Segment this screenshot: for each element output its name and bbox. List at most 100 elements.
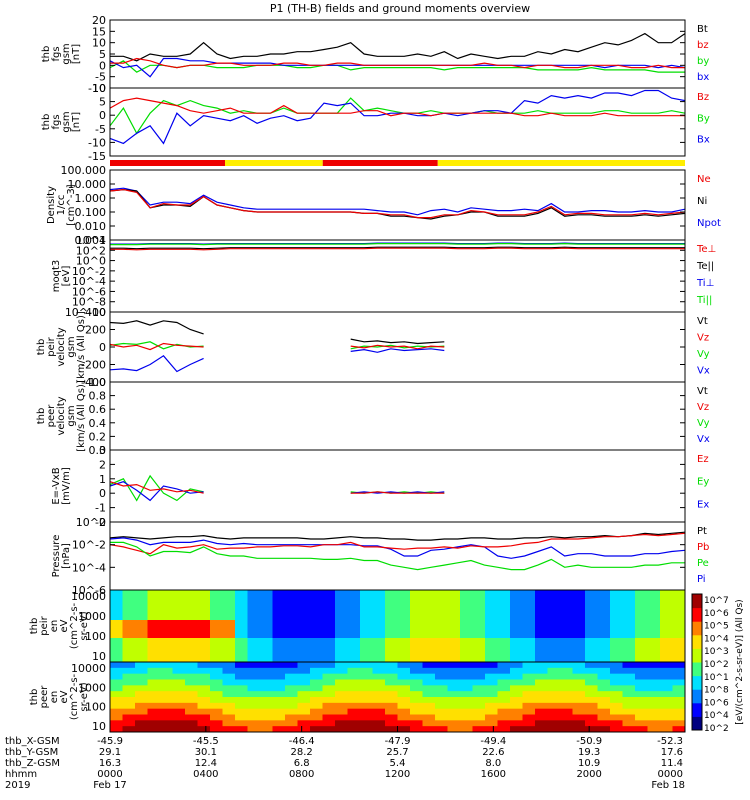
spectrogram-cell xyxy=(197,691,211,698)
spectrogram-cell xyxy=(522,596,536,603)
spectrogram-cell xyxy=(285,620,298,627)
spectrogram-cell xyxy=(485,714,498,721)
spectrogram-cell xyxy=(422,614,436,621)
spectrogram-cell xyxy=(635,726,648,733)
spectrogram-cell xyxy=(135,714,148,721)
spectrogram-cell xyxy=(297,697,311,704)
ylabel-line: [nT] xyxy=(71,112,82,132)
xaxis-row-value: 1600 xyxy=(481,769,506,780)
spectrogram-cell xyxy=(260,626,273,633)
xaxis-row-value: 12.4 xyxy=(195,758,217,769)
spectrogram-cell xyxy=(547,608,561,615)
spectrogram-cell xyxy=(160,656,173,663)
spectrogram-cell xyxy=(385,726,398,733)
spectrogram-cell xyxy=(472,714,486,721)
spectrogram-cell xyxy=(635,626,648,633)
spectrogram-cell xyxy=(622,708,636,715)
spectrogram-cell xyxy=(597,679,611,686)
spectrogram-cell xyxy=(547,662,561,669)
spectrogram-cell xyxy=(360,702,373,710)
spectrogram-cell xyxy=(260,620,273,627)
ylabel-line: [cm^-3] xyxy=(66,184,77,225)
spectrogram-cell xyxy=(610,673,623,680)
legend-Vz: Vz xyxy=(697,402,709,413)
spectrogram-cell xyxy=(385,714,398,721)
spectrogram-cell xyxy=(210,644,223,651)
spectrogram-cell xyxy=(172,697,186,704)
spectrogram-cell xyxy=(372,632,386,639)
spectrogram-cell xyxy=(447,673,461,680)
spectrogram-cell xyxy=(297,702,311,710)
spectrogram-cell xyxy=(635,632,648,639)
spectrogram-cell xyxy=(660,650,673,657)
spectrogram-cell xyxy=(485,691,498,698)
spectrogram-cell xyxy=(622,685,636,692)
spectrogram-cell xyxy=(547,644,561,651)
spectrogram-cell xyxy=(660,596,673,603)
spectrogram-cell xyxy=(585,626,598,633)
spectrogram-cell xyxy=(560,679,573,686)
ytick-label: 100.000 xyxy=(61,164,107,177)
ylabel-line: en xyxy=(49,691,60,704)
spectrogram-cell xyxy=(672,626,686,633)
spectrogram-cell xyxy=(472,726,486,733)
spectrogram-cell xyxy=(185,685,198,692)
spectrogram-cell xyxy=(647,714,661,721)
spectrogram-cell xyxy=(397,602,411,609)
xaxis-date-end: Feb 18 xyxy=(651,780,685,791)
spectrogram-cell xyxy=(360,626,373,633)
spectrogram-cell xyxy=(185,620,198,627)
spectrogram-cell xyxy=(472,697,486,704)
spectrogram-cell xyxy=(297,714,311,721)
spectrogram-cell xyxy=(285,656,298,663)
spectrogram-cell xyxy=(535,662,548,669)
colorbar-tick: 10^7 xyxy=(704,596,729,606)
spectrogram-cell xyxy=(647,667,661,675)
series-red-line xyxy=(109,342,445,351)
spectrogram-cell xyxy=(422,620,436,627)
spectrogram-cell xyxy=(472,632,486,639)
spectrogram-cell xyxy=(235,602,248,609)
spectrogram-cell xyxy=(310,638,323,645)
spectrogram-cell xyxy=(585,632,598,639)
spectrogram-cell xyxy=(597,608,611,615)
spectrogram-cell xyxy=(185,632,198,639)
spectrogram-cell xyxy=(210,673,223,680)
spectrogram-cell xyxy=(335,614,348,621)
spectrogram-cell xyxy=(572,644,586,651)
spectrogram-cell xyxy=(422,602,436,609)
spectrogram-cell xyxy=(147,632,161,639)
spectrogram-cell xyxy=(197,626,211,633)
spectrogram-cell xyxy=(522,644,536,651)
spectrogram-cell xyxy=(460,632,473,639)
spectrogram-cell xyxy=(247,626,261,633)
spectrogram-cell xyxy=(622,590,636,597)
spectrogram-cell xyxy=(322,673,336,680)
spectrogram-cell xyxy=(197,614,211,621)
spectrogram-cell xyxy=(597,596,611,603)
spectrogram-cell xyxy=(110,679,123,686)
ylabel-line: thb xyxy=(29,689,40,706)
spectrogram-cell xyxy=(210,650,223,657)
xaxis-row-value: 25.7 xyxy=(386,747,408,758)
spectrogram-cell xyxy=(660,673,673,680)
spectrogram-cell xyxy=(260,590,273,597)
spectrogram-cell xyxy=(222,685,236,692)
spectrogram-cell xyxy=(385,697,398,704)
spectrogram-cell xyxy=(135,656,148,663)
spectrogram-cell xyxy=(422,662,436,669)
spectrogram-cell xyxy=(447,662,461,669)
spectrogram-cell xyxy=(222,691,236,698)
ylabel-line: [nT] xyxy=(71,44,82,64)
spectrogram-cell xyxy=(647,632,661,639)
spectrogram-cell xyxy=(535,596,548,603)
ytick-label: 15 xyxy=(92,25,106,38)
ytick-label: 10^0 xyxy=(76,255,106,268)
spectrogram-cell xyxy=(335,608,348,615)
spectrogram-cell xyxy=(147,673,161,680)
spectrogram-cell xyxy=(147,596,161,603)
spectrogram-cell xyxy=(647,590,661,597)
colorbar: 10^7 10^6 10^5 10^4 10^3 10^2 10^1 10^8 10^6 10^4… xyxy=(691,593,745,734)
spectrogram-cell xyxy=(135,650,148,657)
spectrogram-cell xyxy=(247,691,261,698)
